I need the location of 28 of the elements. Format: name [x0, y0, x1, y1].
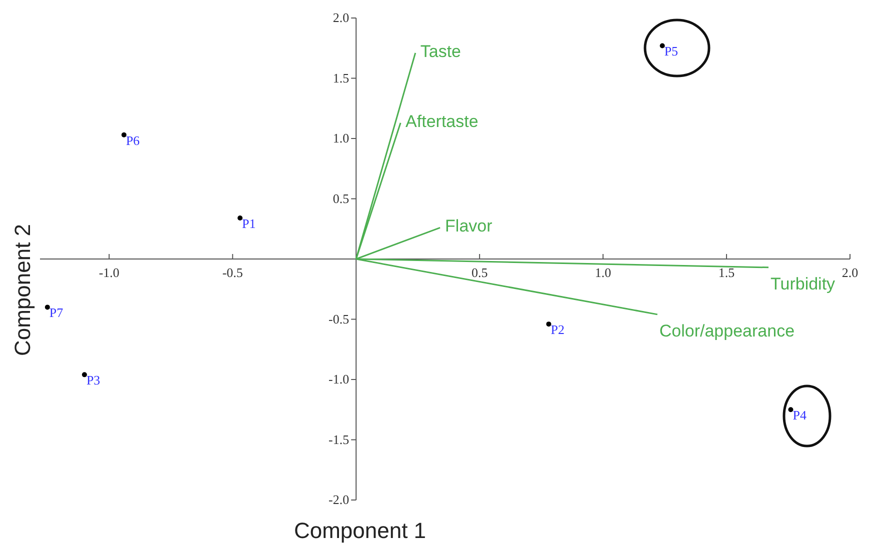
- series-label: Aftertaste: [406, 112, 478, 131]
- series-label: P7: [49, 305, 64, 320]
- x-tick-label: -0.5: [222, 265, 243, 280]
- x-axis-title: Component 1: [294, 518, 426, 543]
- y-tick-label: 0.5: [332, 190, 350, 206]
- y-tick-label: -1.5: [328, 432, 350, 447]
- series-label: P2: [550, 322, 564, 338]
- series-label: P5: [664, 44, 678, 59]
- y-axis-title: Component 2: [10, 224, 35, 356]
- series-label: Flavor: [445, 216, 493, 236]
- y-tick-label: 1.5: [332, 70, 350, 86]
- x-tick-label: 1.5: [718, 265, 735, 280]
- series-label: Turbidity: [770, 274, 836, 294]
- y-tick-label: 2.0: [332, 10, 350, 25]
- series-label: P6: [126, 132, 140, 148]
- series-label: P1: [242, 216, 256, 232]
- x-tick-label: 2.0: [842, 265, 858, 280]
- x-tick-label: 0.5: [471, 265, 488, 280]
- y-tick-label: -0.5: [328, 311, 350, 326]
- x-tick-label: -1.0: [98, 265, 120, 280]
- y-tick-label: -2.0: [328, 492, 350, 507]
- series-label: P4: [792, 408, 807, 423]
- x-tick-label: 1.0: [594, 265, 612, 280]
- series-label: P3: [86, 372, 100, 388]
- series-label: Color/appearance: [659, 321, 795, 340]
- y-tick-label: -1.0: [328, 372, 350, 386]
- series-label: Taste: [420, 42, 462, 61]
- y-tick-label: 1.0: [332, 130, 350, 146]
